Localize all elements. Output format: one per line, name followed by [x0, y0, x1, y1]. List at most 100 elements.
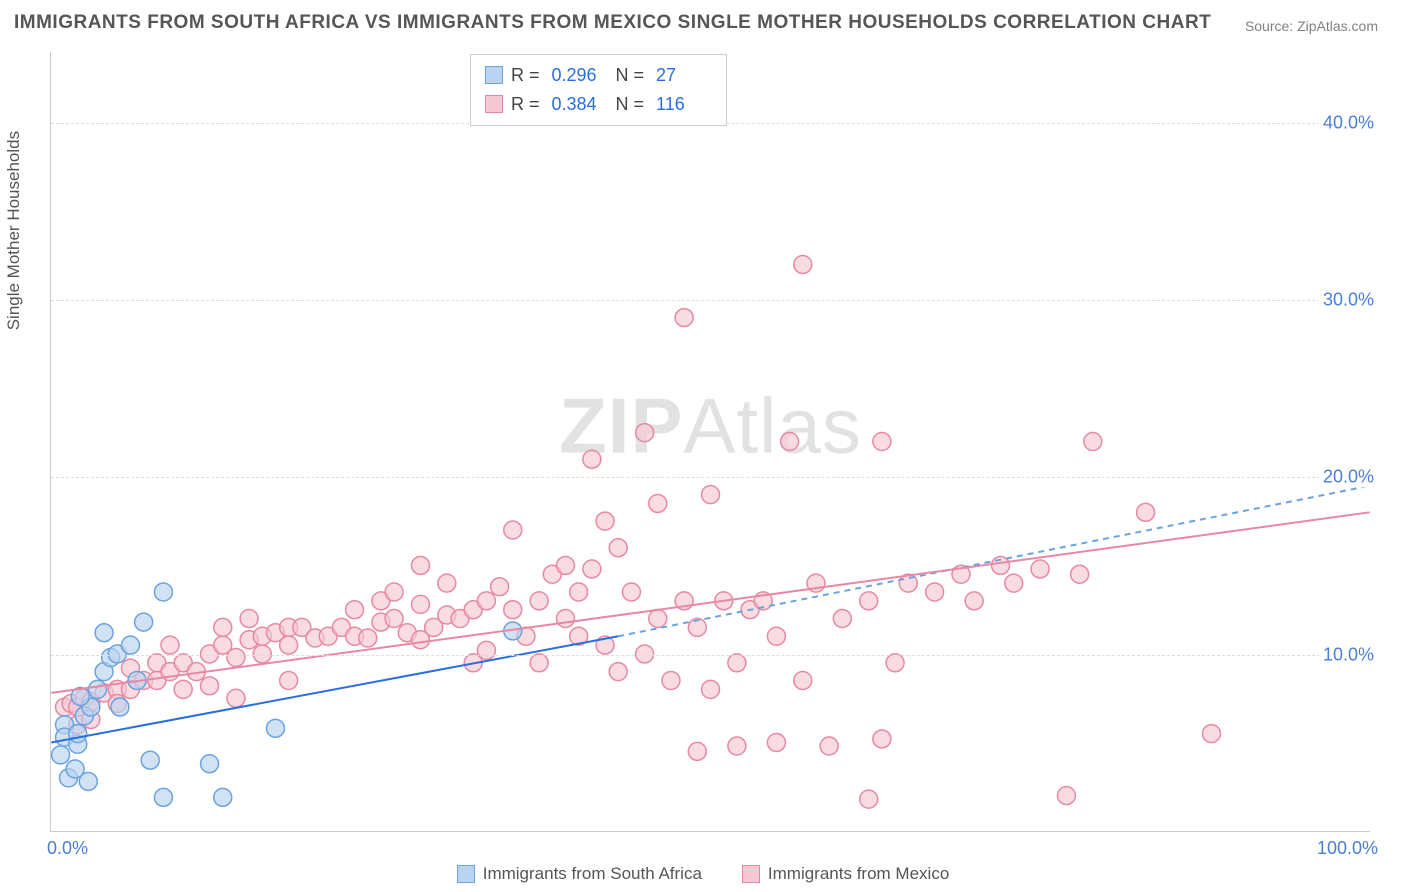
scatter-point [781, 433, 799, 451]
scatter-point [66, 760, 84, 778]
scatter-point [346, 601, 364, 619]
scatter-point [266, 719, 284, 737]
bottom-legend: Immigrants from South Africa Immigrants … [0, 864, 1406, 884]
scatter-point [649, 610, 667, 628]
scatter-point [111, 698, 129, 716]
scatter-point [280, 672, 298, 690]
scatter-point [385, 583, 403, 601]
scatter-point [88, 680, 106, 698]
scatter-point [596, 512, 614, 530]
scatter-point [609, 663, 627, 681]
scatter-point [174, 680, 192, 698]
scatter-point [583, 560, 601, 578]
scatter-point [622, 583, 640, 601]
source-attribution: Source: ZipAtlas.com [1245, 18, 1378, 34]
stats-row-series-b: R = 0.384 N = 116 [485, 90, 712, 119]
gridline-h [51, 477, 1370, 478]
stats-r-label: R = [511, 61, 540, 90]
scatter-point [609, 539, 627, 557]
scatter-point [227, 689, 245, 707]
scatter-point [201, 677, 219, 695]
scatter-point [385, 610, 403, 628]
correlation-stats-box: R = 0.296 N = 27 R = 0.384 N = 116 [470, 54, 727, 126]
scatter-point [214, 618, 232, 636]
scatter-point [636, 424, 654, 442]
xtick-left: 0.0% [47, 838, 88, 859]
swatch-series-a [485, 66, 503, 84]
scatter-point [794, 255, 812, 273]
scatter-point [688, 742, 706, 760]
scatter-point [530, 592, 548, 610]
scatter-point [52, 746, 70, 764]
scatter-point [121, 636, 139, 654]
stats-n-label: N = [616, 90, 645, 119]
ytick-label: 20.0% [1319, 467, 1378, 488]
scatter-point [154, 583, 172, 601]
stats-n-label: N = [616, 61, 645, 90]
stats-r-value-a: 0.296 [552, 61, 608, 90]
scatter-point [794, 672, 812, 690]
legend-item-series-a: Immigrants from South Africa [457, 864, 702, 884]
scatter-point [860, 790, 878, 808]
scatter-point [820, 737, 838, 755]
y-axis-label: Single Mother Households [4, 131, 24, 330]
scatter-point [69, 725, 87, 743]
scatter-point [728, 737, 746, 755]
scatter-point [504, 521, 522, 539]
legend-item-series-b: Immigrants from Mexico [742, 864, 949, 884]
scatter-point [477, 641, 495, 659]
scatter-point [154, 788, 172, 806]
ytick-label: 40.0% [1319, 112, 1378, 133]
xtick-right: 100.0% [1317, 838, 1378, 859]
scatter-point [141, 751, 159, 769]
scatter-point [583, 450, 601, 468]
trend-line [51, 512, 1369, 693]
scatter-point [1071, 565, 1089, 583]
legend-label-a: Immigrants from South Africa [483, 864, 702, 884]
scatter-point [556, 610, 574, 628]
scatter-point [240, 610, 258, 628]
scatter-point [504, 601, 522, 619]
scatter-point [873, 433, 891, 451]
scatter-point [411, 595, 429, 613]
scatter-point [767, 733, 785, 751]
stats-row-series-a: R = 0.296 N = 27 [485, 61, 712, 90]
scatter-point [201, 755, 219, 773]
plot-area: ZIPAtlas 0.0% 100.0% 10.0%20.0%30.0%40.0… [50, 52, 1370, 832]
scatter-point [214, 788, 232, 806]
stats-n-value-b: 116 [656, 90, 712, 119]
scatter-point [702, 680, 720, 698]
scatter-point [1031, 560, 1049, 578]
scatter-point [161, 636, 179, 654]
gridline-h [51, 300, 1370, 301]
scatter-point [491, 578, 509, 596]
ytick-label: 30.0% [1319, 290, 1378, 311]
scatter-point [530, 654, 548, 672]
stats-r-label: R = [511, 90, 540, 119]
scatter-point [1202, 725, 1220, 743]
scatter-point [965, 592, 983, 610]
scatter-point [570, 583, 588, 601]
scatter-point [227, 649, 245, 667]
scatter-point [411, 556, 429, 574]
scatter-point [556, 556, 574, 574]
scatter-point [649, 494, 667, 512]
scatter-point [675, 309, 693, 327]
scatter-point [767, 627, 785, 645]
chart-title: IMMIGRANTS FROM SOUTH AFRICA VS IMMIGRAN… [14, 12, 1211, 34]
scatter-point [280, 636, 298, 654]
scatter-point [860, 592, 878, 610]
scatter-point [886, 654, 904, 672]
scatter-point [438, 574, 456, 592]
stats-n-value-a: 27 [656, 61, 712, 90]
chart-svg [51, 52, 1370, 831]
scatter-point [926, 583, 944, 601]
ytick-label: 10.0% [1319, 644, 1378, 665]
legend-label-b: Immigrants from Mexico [768, 864, 949, 884]
legend-swatch-b [742, 865, 760, 883]
scatter-point [728, 654, 746, 672]
scatter-point [702, 486, 720, 504]
scatter-point [833, 610, 851, 628]
legend-swatch-a [457, 865, 475, 883]
scatter-point [359, 629, 377, 647]
